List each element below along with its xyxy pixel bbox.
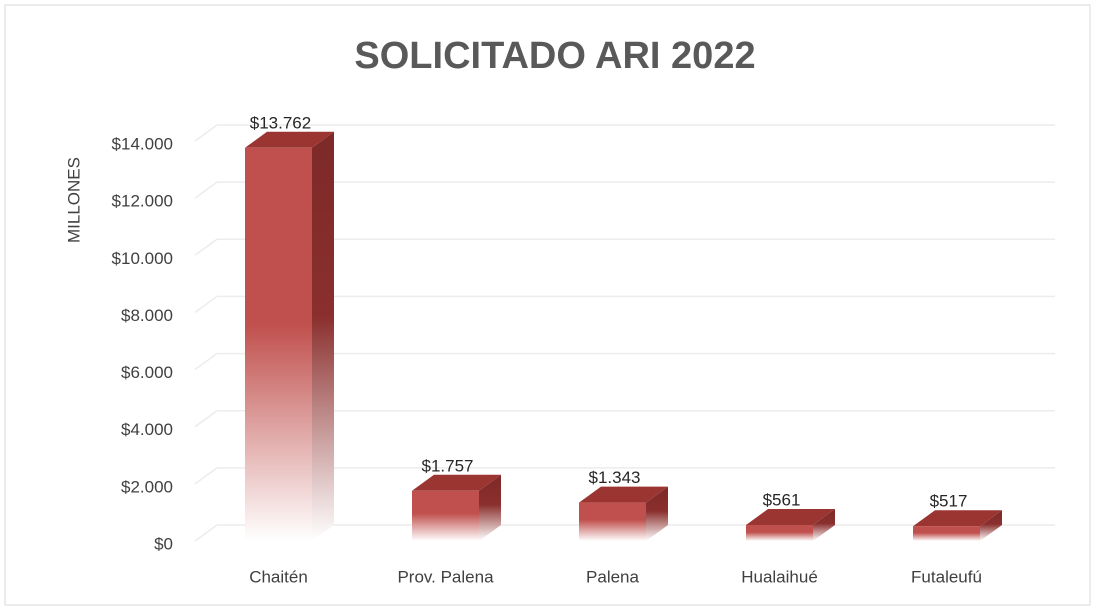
y-tick-label: $6.000 [121,363,173,382]
bar-top [746,508,835,525]
y-tick-label: $8.000 [121,306,173,325]
grid-line-floor [194,524,218,542]
x-tick-label: Hualaihué [741,567,818,586]
bar-side [980,510,1002,541]
bar-side [646,486,668,541]
x-tick-label: Futaleufú [911,567,982,586]
bar [412,490,479,541]
bar-top [579,486,668,503]
y-tick-label: $2.000 [121,477,173,496]
y-tick-label: $4.000 [121,420,173,439]
grid-line-floor [194,410,218,428]
value-label: $517 [930,492,968,511]
value-label: $561 [763,490,801,509]
bar [746,524,813,541]
grid-line-floor [194,352,218,371]
grid-line-floor [194,238,218,256]
bar [245,147,312,542]
bar [579,502,646,541]
bar-top [412,474,501,491]
x-tick-label: Palena [586,567,639,586]
value-label: $1.343 [589,468,641,487]
bar-side [813,508,835,541]
value-label: $13.762 [250,113,311,132]
bar-side [312,131,334,542]
grid-line-floor [194,467,218,485]
x-tick-label: Prov. Palena [397,567,494,586]
y-tick-label: $0 [154,534,173,553]
y-tick-label: $14.000 [112,134,173,153]
y-tick-label: $12.000 [112,192,173,211]
y-tick-label: $10.000 [112,249,173,268]
bar-top [913,510,1002,527]
grid-line-floor [194,124,218,142]
x-tick-label: Chaitén [249,567,308,586]
bar-top [245,131,334,148]
chart-title: SOLICITADO ARI 2022 [354,35,755,77]
grid-line-floor [194,181,218,199]
grid-line-floor [194,295,218,314]
y-axis-title: MILLONES [64,157,83,243]
bar [913,526,980,541]
value-label: $1.757 [422,456,474,475]
chart-border [4,4,1091,606]
bar-side [479,474,501,541]
